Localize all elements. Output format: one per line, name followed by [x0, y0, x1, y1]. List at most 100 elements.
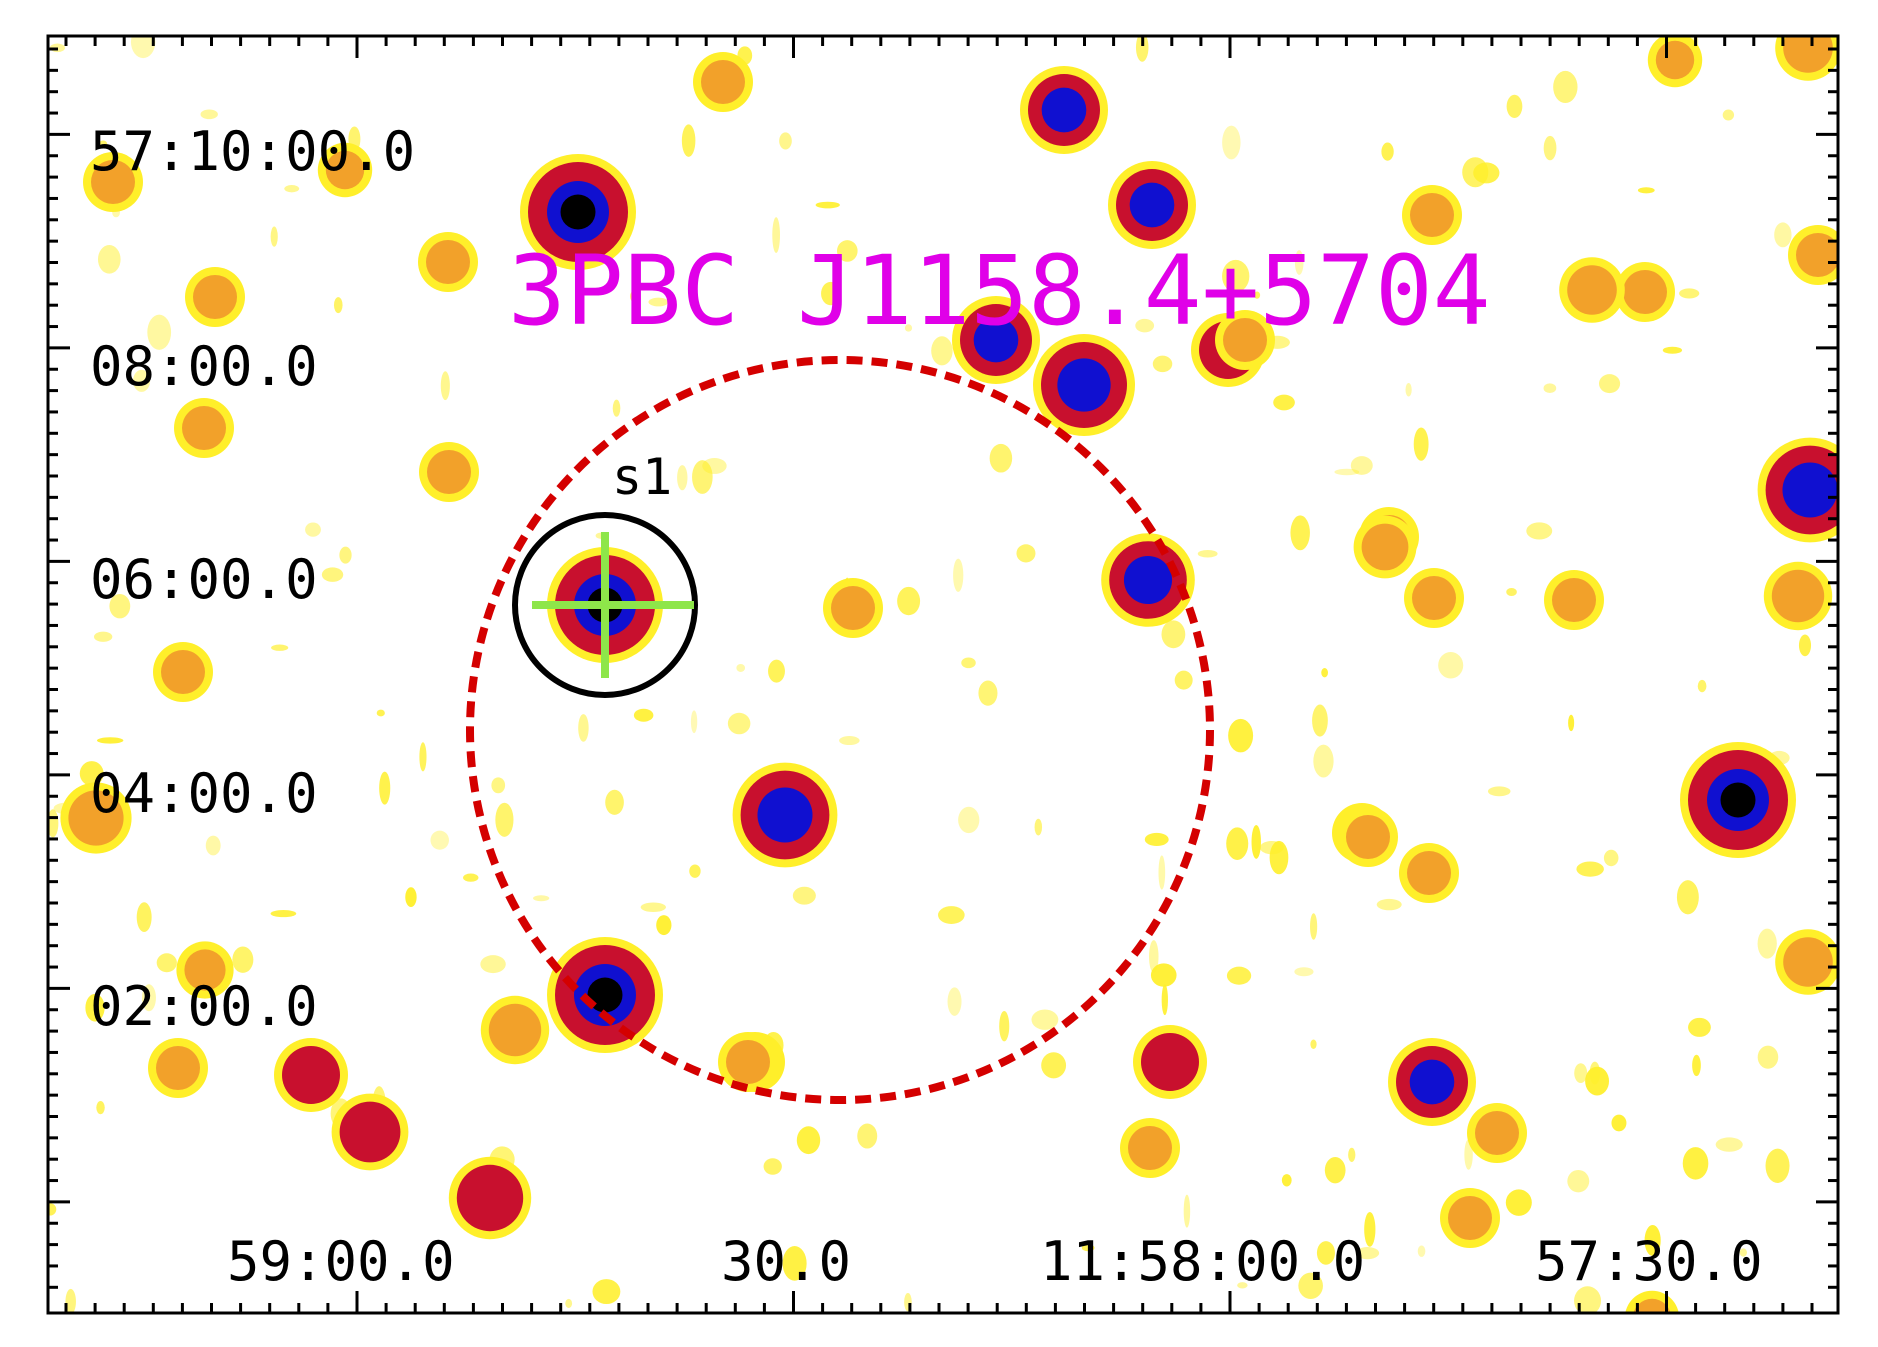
- noise-speckle: [1174, 670, 1193, 690]
- source-ring: [339, 1101, 401, 1163]
- noise-speckle: [1413, 427, 1429, 461]
- noise-speckle: [1506, 94, 1523, 118]
- noise-speckle: [65, 1288, 76, 1313]
- noise-speckle: [379, 771, 391, 805]
- source-ring: [1633, 1298, 1671, 1313]
- sky-source: [1033, 334, 1135, 436]
- sky-source: [185, 267, 245, 327]
- noise-speckle: [1016, 544, 1036, 563]
- noise-speckle: [1298, 1272, 1323, 1300]
- source-circle: [512, 512, 698, 698]
- noise-speckle: [633, 708, 654, 722]
- source-ring: [456, 1164, 524, 1232]
- noise-speckle: [1505, 1189, 1532, 1216]
- noise-speckle: [648, 297, 669, 307]
- noise-speckle: [937, 906, 965, 924]
- source-core: [757, 787, 813, 843]
- sky-source: [274, 1038, 348, 1112]
- noise-speckle: [1722, 109, 1735, 121]
- noise-speckle: [1324, 1156, 1346, 1184]
- sky-source: [1101, 533, 1195, 627]
- noise-speckle: [736, 663, 746, 672]
- noise-speckle: [656, 915, 672, 936]
- sky-source: [419, 442, 479, 502]
- noise-speckle: [1316, 1241, 1335, 1265]
- source-ring: [726, 1040, 770, 1084]
- source-ring: [426, 240, 470, 284]
- source-ring: [1223, 318, 1267, 362]
- noise-speckle: [1405, 383, 1412, 397]
- source-ring: [184, 949, 226, 991]
- sky-source: [547, 547, 663, 663]
- noise-speckle: [1697, 679, 1707, 693]
- y-tick-label: 02:00.0: [90, 975, 318, 1038]
- noise-speckle: [1682, 1147, 1709, 1180]
- noise-speckle: [99, 140, 108, 148]
- sky-source: [823, 578, 883, 638]
- sky-source: [1763, 561, 1833, 631]
- noise-speckle: [690, 710, 698, 734]
- noise-speckle: [1765, 1148, 1790, 1183]
- sky-source: [1353, 515, 1417, 579]
- source-ring: [701, 60, 745, 104]
- noise-speckle: [1553, 70, 1578, 104]
- error-circle: [466, 356, 1214, 1104]
- noise-speckle: [147, 314, 172, 350]
- sky-source: [732, 762, 838, 868]
- noise-speckle: [1034, 818, 1043, 836]
- sky-source: [1388, 1038, 1476, 1126]
- noise-speckle: [1251, 824, 1261, 859]
- noise-speckle: [953, 558, 964, 592]
- sky-source: [1120, 1118, 1180, 1178]
- sky-source: [60, 782, 132, 854]
- noise-speckle: [796, 1126, 821, 1155]
- noise-speckle: [1041, 1052, 1067, 1079]
- sky-source: [1133, 1025, 1207, 1099]
- noise-speckle: [495, 802, 514, 837]
- noise-speckle: [1568, 714, 1575, 732]
- source-ring: [1655, 40, 1695, 80]
- noise-speckle: [1290, 515, 1310, 551]
- noise-speckle: [232, 946, 254, 973]
- noise-speckle: [1228, 718, 1254, 753]
- noise-speckle: [1161, 984, 1168, 1016]
- source-ring: [1141, 1033, 1199, 1091]
- noise-speckle: [333, 297, 343, 314]
- sky-source: [1647, 36, 1703, 88]
- plot-frame: [46, 34, 1840, 1315]
- noise-speckle: [612, 399, 621, 417]
- noise-speckle: [630, 291, 637, 302]
- noise-speckle: [200, 109, 218, 120]
- noise-speckle: [271, 644, 289, 651]
- source-ring: [68, 790, 124, 846]
- noise-speckle: [1688, 1017, 1711, 1037]
- noise-speckle: [1473, 162, 1500, 184]
- sky-source: [952, 296, 1040, 384]
- noise-speckle: [605, 789, 624, 815]
- source-ring: [1128, 1126, 1172, 1170]
- noise-speckle: [837, 240, 858, 262]
- noise-speckle: [1081, 1244, 1095, 1252]
- noise-speckle: [1152, 355, 1173, 373]
- noise-speckle: [1757, 1045, 1779, 1069]
- noise-speckle: [1364, 1211, 1376, 1247]
- noise-speckle: [141, 984, 156, 1012]
- source-ring: [156, 1046, 200, 1090]
- sky-source: [1404, 568, 1464, 628]
- source-ring: [1412, 576, 1456, 620]
- sky-source: [1615, 262, 1675, 322]
- noise-speckle: [1150, 963, 1177, 987]
- noise-speckle: [1574, 1286, 1602, 1313]
- sky-source: [480, 995, 550, 1065]
- figure-title: 3PBC J1158.4+5704: [508, 235, 1491, 347]
- source-ring: [1475, 1111, 1519, 1155]
- noise-speckle: [1226, 966, 1252, 985]
- noise-speckle: [1662, 346, 1683, 354]
- noise-speckle: [480, 955, 506, 974]
- noise-speckle: [1611, 1114, 1627, 1132]
- noise-speckle: [491, 777, 506, 794]
- sky-source: [418, 232, 478, 292]
- noise-speckle: [1321, 668, 1328, 678]
- noise-speckle: [93, 631, 113, 642]
- noise-speckle: [1269, 840, 1289, 875]
